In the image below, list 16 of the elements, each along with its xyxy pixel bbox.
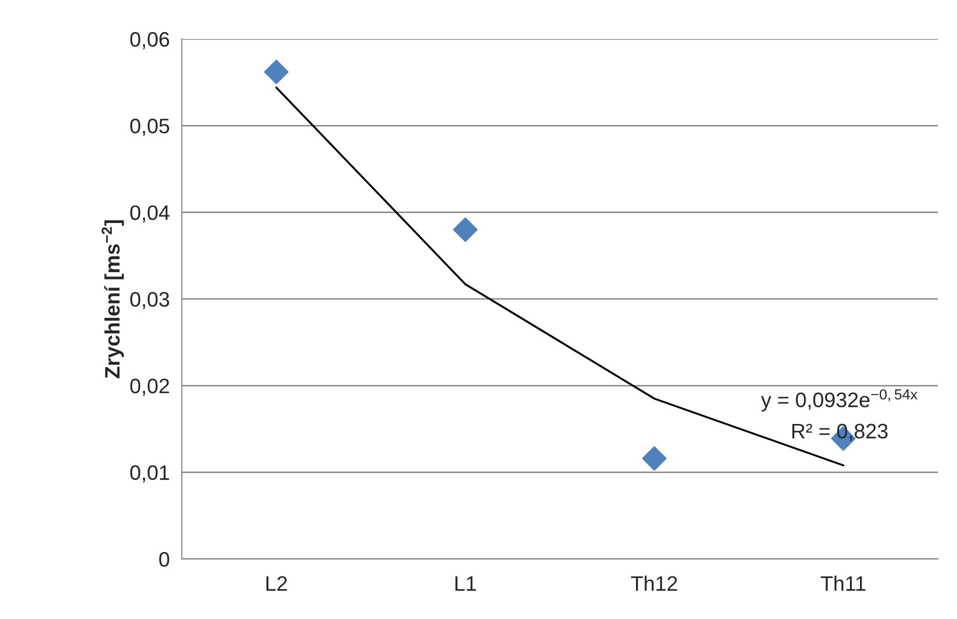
y-axis-title: Zrychlení [ms$^{−2}$]: [102, 220, 124, 378]
y-tick-label: 0,04: [130, 205, 170, 223]
point: [642, 446, 667, 471]
y-tick-label: 0,06: [130, 32, 170, 50]
y-tick-label: 0,01: [130, 465, 170, 483]
x-tick-label: L2: [266, 576, 287, 591]
y-tick-label: 0,05: [130, 118, 170, 136]
x-tick-label: Th11: [820, 576, 866, 591]
point: [453, 217, 478, 242]
y-tick-label: 0: [159, 552, 170, 567]
x-tick-label: L1: [455, 576, 476, 591]
point: [264, 60, 289, 84]
y-tick-label: 0,02: [130, 378, 169, 396]
x-tick-label: Th12: [631, 576, 678, 591]
y-tick-label: 0,03: [130, 292, 170, 310]
annotation: y = 0,0932e$^{−0,54x}$: [760, 389, 918, 412]
